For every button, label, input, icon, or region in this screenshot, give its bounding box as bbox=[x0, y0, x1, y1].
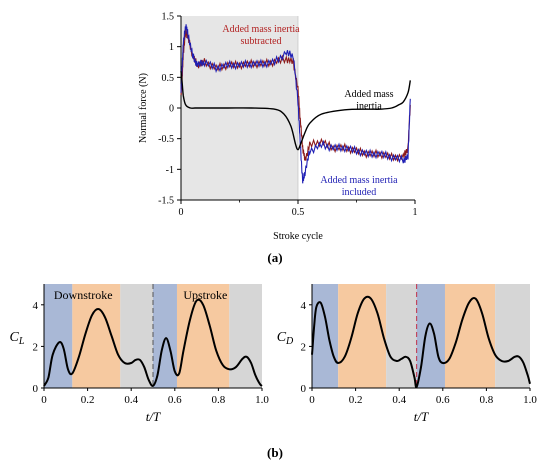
phase-band bbox=[153, 284, 177, 388]
y-tick-label: 0 bbox=[301, 383, 307, 395]
phase-band bbox=[495, 284, 530, 388]
annotation-subtracted-line2: subtracted bbox=[240, 36, 281, 47]
annotation-included-line2: included bbox=[342, 187, 376, 198]
x-axis-label: t/T bbox=[146, 409, 161, 424]
y-tick-label: 1 bbox=[169, 42, 174, 53]
x-tick-label: 0.8 bbox=[480, 394, 494, 406]
panel-a-label: (a) bbox=[267, 250, 282, 265]
x-tick-label: 0 bbox=[179, 207, 184, 218]
x-tick-label: 0 bbox=[41, 394, 47, 406]
y-tick-label: 2 bbox=[33, 341, 39, 353]
x-tick-label: 0.8 bbox=[212, 394, 226, 406]
phase-band bbox=[312, 284, 339, 388]
x-tick-label: 0.6 bbox=[168, 394, 182, 406]
x-axis-label: Stroke cycle bbox=[273, 231, 323, 242]
x-tick-label: 1.0 bbox=[255, 394, 269, 406]
y-tick-label: 4 bbox=[301, 300, 307, 312]
y-tick-label: 1.5 bbox=[162, 12, 175, 23]
y-tick-label: 0.5 bbox=[162, 73, 175, 84]
annotation-inertia-line1: Added mass bbox=[344, 89, 393, 100]
series-line-included bbox=[180, 24, 411, 184]
panel-a-chart: 1.5 1 0.5 0 -0.5 -1 -1.5 0 0.5 1 Stroke cycle Norma… bbox=[138, 12, 418, 243]
y-tick-label: -1 bbox=[166, 165, 174, 176]
x-tick-label: 0 bbox=[309, 394, 315, 406]
y-axis-label: CL bbox=[10, 330, 25, 347]
y-axis-label: Normal force (N) bbox=[138, 73, 149, 143]
panel-b-label: (b) bbox=[267, 445, 283, 460]
series-line bbox=[311, 295, 531, 389]
annotation-inertia-line2: inertia bbox=[356, 101, 382, 112]
series-line bbox=[43, 298, 263, 387]
panel-b-right-chart: 0 2 4 0 0.2 0.4 0.6 0.8 1.0 t/T CD bbox=[277, 284, 537, 424]
x-tick-label: 0.4 bbox=[124, 394, 138, 406]
phase-band bbox=[386, 284, 417, 388]
y-tick-label: 0 bbox=[33, 383, 39, 395]
phase-band bbox=[338, 284, 387, 388]
y-tick-label: -1.5 bbox=[158, 196, 174, 207]
x-tick-label: 0.6 bbox=[436, 394, 450, 406]
annotation-included-line1: Added mass inertia bbox=[320, 175, 398, 186]
phase-band bbox=[229, 284, 262, 388]
y-tick-label: 4 bbox=[33, 300, 39, 312]
y-tick-label: 2 bbox=[301, 341, 307, 353]
y-axis-label: CD bbox=[277, 330, 294, 347]
x-tick-label: 0.4 bbox=[392, 394, 406, 406]
x-tick-label: 0.5 bbox=[292, 207, 305, 218]
x-tick-label: 0.2 bbox=[349, 394, 363, 406]
x-tick-label: 1 bbox=[413, 207, 418, 218]
y-tick-label: 0 bbox=[169, 104, 174, 115]
x-axis-label: t/T bbox=[414, 409, 429, 424]
phase-label-downstroke: Downstroke bbox=[54, 288, 113, 302]
phase-label-upstroke: Upstroke bbox=[183, 288, 227, 302]
x-tick-label: 1.0 bbox=[523, 394, 537, 406]
panel-b-left-chart: 0 2 4 0 0.2 0.4 0.6 0.8 1.0 t/T CL Downstroke Upstro… bbox=[10, 284, 269, 424]
phase-band bbox=[120, 284, 153, 388]
annotation-subtracted-line1: Added mass inertia bbox=[222, 24, 300, 35]
y-tick-label: -0.5 bbox=[158, 134, 174, 145]
series-line-added-mass-inertia bbox=[180, 71, 411, 151]
x-tick-label: 0.2 bbox=[81, 394, 95, 406]
